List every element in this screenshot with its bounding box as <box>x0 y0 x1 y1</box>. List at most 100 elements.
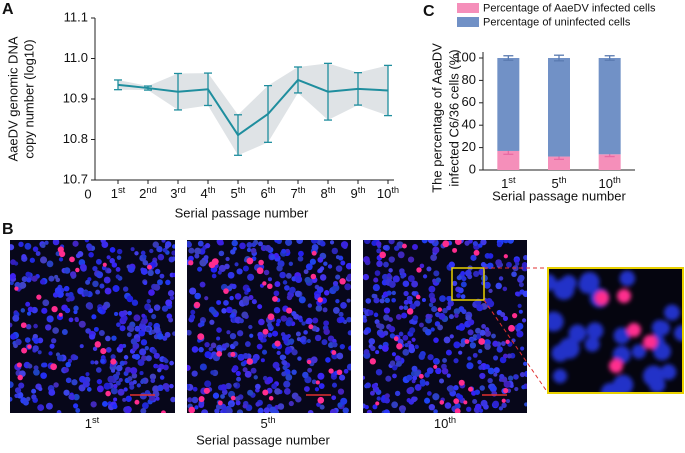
nucleus <box>73 403 79 409</box>
nucleus <box>432 393 440 401</box>
bar-segment <box>497 58 520 151</box>
nucleus <box>139 371 144 376</box>
nucleus <box>133 314 141 322</box>
nucleus <box>285 319 293 327</box>
nucleus <box>187 397 193 403</box>
nucleus <box>279 354 286 361</box>
nucleus <box>498 276 504 281</box>
nucleus <box>215 403 222 410</box>
nucleus <box>376 396 381 401</box>
nucleus <box>318 268 323 273</box>
nucleus <box>150 378 156 384</box>
nucleus <box>92 280 99 288</box>
nucleus <box>220 384 228 391</box>
nucleus <box>584 336 600 352</box>
x-tick-label: 0 <box>84 186 91 201</box>
nucleus <box>151 313 157 320</box>
x-tick-label: 5th <box>551 175 566 191</box>
nucleus <box>236 409 244 413</box>
nucleus <box>319 404 325 410</box>
nucleus <box>130 338 138 345</box>
nucleus <box>316 286 324 293</box>
nucleus <box>48 351 53 356</box>
nucleus <box>10 273 16 280</box>
nucleus <box>472 398 478 405</box>
nucleus <box>298 318 304 323</box>
infected-cell <box>416 267 422 273</box>
nucleus <box>31 394 37 400</box>
nucleus <box>329 240 335 245</box>
nucleus <box>392 365 398 371</box>
nucleus <box>238 318 244 324</box>
panel-label: A <box>2 1 14 18</box>
nucleus <box>132 379 137 385</box>
nucleus <box>247 273 255 281</box>
nucleus <box>237 353 244 360</box>
nucleus <box>412 315 419 321</box>
infected-cell <box>468 386 474 392</box>
nucleus <box>25 301 31 307</box>
nucleus <box>433 337 439 343</box>
nucleus <box>388 317 393 323</box>
nucleus <box>519 371 526 378</box>
nucleus <box>400 409 405 413</box>
nucleus <box>467 356 472 361</box>
nucleus <box>548 273 557 291</box>
nucleus <box>131 372 138 379</box>
nucleus <box>660 364 677 380</box>
nucleus <box>143 280 148 285</box>
x-axis-label: Serial passage number <box>492 188 626 203</box>
nucleus <box>376 260 383 268</box>
nucleus <box>165 299 173 307</box>
nucleus <box>338 316 345 323</box>
nucleus <box>395 355 401 361</box>
nucleus <box>560 274 577 291</box>
nucleus <box>104 287 112 295</box>
nucleus <box>511 271 517 278</box>
nucleus <box>52 327 59 334</box>
infected-cell <box>58 250 66 258</box>
nucleus <box>392 275 400 283</box>
nucleus <box>443 336 451 344</box>
nucleus <box>391 290 396 296</box>
nucleus <box>285 373 293 381</box>
nucleus <box>311 244 319 251</box>
nucleus <box>118 310 126 318</box>
nucleus <box>187 364 191 371</box>
nucleus <box>363 256 370 263</box>
nucleus <box>407 340 412 345</box>
nucleus <box>263 407 270 413</box>
infected-cell <box>379 251 387 259</box>
nucleus <box>269 406 277 413</box>
micrograph <box>187 240 351 413</box>
nucleus <box>232 365 239 372</box>
y-tick-label: 10.9 <box>63 90 88 105</box>
nucleus <box>344 283 351 291</box>
nucleus <box>136 383 141 388</box>
nucleus <box>310 240 318 244</box>
nucleus <box>374 387 379 393</box>
nucleus <box>322 307 328 313</box>
nucleus <box>412 375 418 381</box>
nucleus <box>430 327 435 332</box>
nucleus <box>203 255 209 260</box>
nucleus <box>464 240 470 246</box>
nucleus <box>191 346 199 353</box>
nucleus <box>363 329 369 335</box>
error-bar <box>503 55 514 61</box>
nucleus <box>454 313 459 318</box>
nucleus <box>331 247 339 255</box>
nucleus <box>427 391 432 396</box>
nucleus <box>648 376 666 393</box>
infected-cell <box>369 358 376 365</box>
nucleus <box>170 396 175 403</box>
nucleus <box>430 254 437 261</box>
error-band <box>118 63 388 156</box>
nucleus <box>552 369 568 384</box>
nucleus <box>493 355 499 361</box>
nucleus <box>283 388 291 395</box>
nucleus <box>456 275 462 281</box>
nucleus <box>89 334 95 340</box>
bar-segment <box>598 154 621 170</box>
infected-cell <box>375 401 380 406</box>
